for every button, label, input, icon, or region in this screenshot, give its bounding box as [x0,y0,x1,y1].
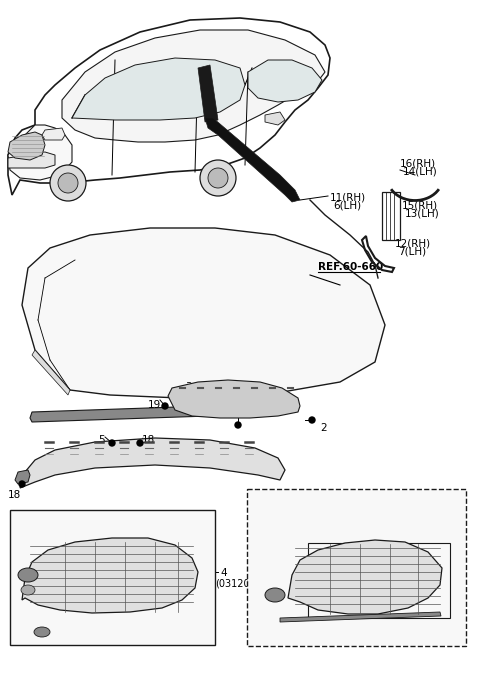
Text: REF.60-660: REF.60-660 [318,262,383,272]
Ellipse shape [18,568,38,582]
Polygon shape [20,438,285,488]
Circle shape [58,173,78,193]
Text: 6(LH): 6(LH) [333,201,361,211]
Text: 7(LH): 7(LH) [398,247,426,257]
Text: 4: 4 [220,568,227,578]
Polygon shape [248,60,322,102]
Text: 15(RH): 15(RH) [402,200,438,210]
Text: (031201-): (031201-) [215,578,263,588]
Text: 17: 17 [260,580,273,590]
Text: 19: 19 [148,400,161,410]
Text: 9: 9 [35,622,42,632]
Text: 2: 2 [320,423,326,433]
Text: 12(RH): 12(RH) [395,238,431,248]
Circle shape [19,481,25,487]
Polygon shape [22,228,385,398]
Polygon shape [42,128,65,140]
Polygon shape [30,405,240,422]
Circle shape [50,165,86,201]
Text: 1: 1 [152,548,158,558]
Ellipse shape [34,627,50,637]
Text: 16(RH): 16(RH) [400,158,436,168]
Ellipse shape [265,588,285,602]
Polygon shape [205,118,300,202]
Ellipse shape [21,585,35,595]
Polygon shape [8,18,330,195]
Bar [382,192,400,240]
Text: 5: 5 [98,435,105,445]
Polygon shape [288,540,442,614]
Text: 18: 18 [142,435,155,445]
Polygon shape [8,152,55,168]
Circle shape [109,440,115,446]
Polygon shape [32,350,70,395]
Polygon shape [280,612,441,622]
Text: (C-TYPE): (C-TYPE) [255,498,308,508]
Polygon shape [22,538,198,613]
Polygon shape [168,380,300,418]
Polygon shape [8,125,72,180]
Text: 8: 8 [236,408,242,418]
Text: 10: 10 [105,530,118,540]
Circle shape [162,403,168,409]
Polygon shape [265,112,285,125]
Bar [308,543,450,618]
Circle shape [109,541,115,547]
Text: 4: 4 [375,530,381,540]
Polygon shape [8,132,45,160]
Polygon shape [62,30,325,142]
Circle shape [208,168,228,188]
FancyBboxPatch shape [247,489,466,646]
Text: 13(LH): 13(LH) [405,209,440,219]
Circle shape [309,417,315,423]
Text: (050701-050714): (050701-050714) [255,510,346,520]
Polygon shape [15,470,30,484]
Circle shape [235,422,241,428]
Text: 11(RH): 11(RH) [330,192,366,202]
Polygon shape [198,65,218,122]
Circle shape [200,160,236,196]
Bar [10,510,215,645]
Polygon shape [72,58,245,120]
Text: 14(LH): 14(LH) [403,167,438,177]
Circle shape [137,440,143,446]
Text: 18: 18 [8,490,21,500]
Text: 3: 3 [185,382,192,392]
Text: 17: 17 [10,562,23,572]
